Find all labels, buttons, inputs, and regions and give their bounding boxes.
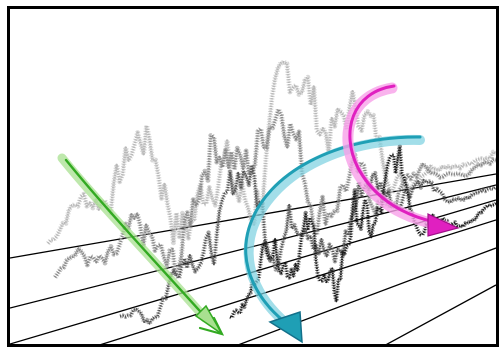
baseline-5	[238, 247, 496, 344]
green-arrow	[57, 153, 225, 336]
green-arrow-tip	[198, 316, 225, 336]
waveform-trace-black-halo	[229, 144, 496, 320]
magenta-arrow-head	[427, 213, 460, 237]
teal-arrow-shaft	[244, 135, 422, 328]
magenta-arrow	[342, 82, 460, 237]
waveform-trace-light	[47, 60, 496, 245]
teal-arrow-head	[268, 310, 303, 344]
baseline-4	[100, 219, 496, 344]
waveform-trace-dark	[119, 164, 496, 325]
baseline-6	[386, 284, 496, 344]
teal-arrow	[243, 134, 425, 344]
green-arrow-shaft	[64, 158, 210, 322]
magenta-arrow-shaft	[348, 84, 446, 226]
figure-frame	[7, 6, 499, 347]
plot-area	[10, 59, 496, 344]
arrow-group	[57, 82, 460, 344]
